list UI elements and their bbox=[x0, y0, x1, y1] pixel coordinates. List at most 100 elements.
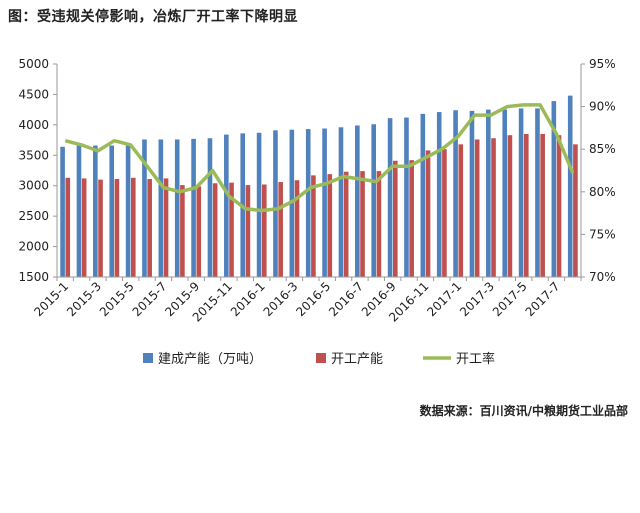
capacity-bar bbox=[224, 134, 229, 277]
chart-title: 图：受违规关停影响，冶炼厂开工率下降明显 bbox=[8, 9, 298, 25]
operating-bar bbox=[114, 179, 120, 277]
x-tick-label: 2017-1 bbox=[424, 279, 464, 319]
operating-bar bbox=[343, 171, 349, 277]
capacity-bar bbox=[420, 113, 426, 277]
operating-bar bbox=[540, 133, 545, 277]
capacity-bar bbox=[551, 101, 557, 277]
operating-bar bbox=[294, 180, 300, 277]
operating-bar bbox=[376, 171, 382, 277]
capacity-bar bbox=[567, 95, 573, 277]
capacity-bar bbox=[453, 110, 458, 277]
legend-swatch bbox=[143, 353, 153, 363]
capacity-bar bbox=[387, 118, 393, 277]
operating-bar bbox=[392, 160, 398, 277]
y-left-tick-label: 4500 bbox=[18, 87, 49, 101]
y-left-tick-label: 3000 bbox=[18, 179, 49, 193]
x-tick-label: 2017-3 bbox=[457, 279, 497, 319]
y-right-tick-label: 80% bbox=[589, 185, 616, 199]
x-tick-label: 2015-7 bbox=[130, 279, 170, 319]
operating-bar bbox=[212, 183, 218, 277]
source-note: 数据来源：百川资讯/中粮期货工业品部 bbox=[419, 404, 628, 418]
y-left-tick-label: 1500 bbox=[18, 270, 49, 284]
legend-item: 建成产能（万吨） bbox=[143, 352, 262, 367]
operating-bar bbox=[180, 185, 185, 277]
operating-bar bbox=[507, 135, 513, 277]
y-left-tick-label: 2000 bbox=[18, 240, 49, 254]
capacity-bar bbox=[60, 146, 65, 277]
operating-bar bbox=[147, 179, 152, 277]
operating-bar bbox=[278, 182, 283, 277]
operating-bar bbox=[163, 178, 169, 277]
x-tick-label: 2016-7 bbox=[326, 279, 366, 319]
x-tick-label: 2017-7 bbox=[523, 279, 563, 319]
capacity-bar bbox=[371, 124, 377, 278]
capacity-bar bbox=[174, 139, 180, 277]
y-right-tick-label: 85% bbox=[589, 142, 616, 156]
legend-swatch bbox=[316, 353, 326, 363]
y-right-tick-label: 90% bbox=[589, 100, 616, 114]
operating-bar bbox=[442, 149, 447, 277]
operating-bar bbox=[425, 150, 431, 277]
y-left-tick-label: 4000 bbox=[18, 118, 49, 132]
x-tick-label: 2015-5 bbox=[97, 279, 137, 319]
operating-bar bbox=[261, 184, 267, 277]
operating-bar bbox=[229, 182, 234, 277]
x-tick-label: 2016-1 bbox=[228, 279, 268, 319]
y-left-tick-label: 5000 bbox=[18, 57, 49, 71]
legend-label: 开工产能 bbox=[331, 352, 383, 367]
x-tick-label: 2015-1 bbox=[31, 279, 71, 319]
capacity-bar bbox=[469, 110, 475, 277]
operating-bar bbox=[98, 179, 103, 277]
capacity-bar bbox=[109, 145, 115, 277]
capacity-bar bbox=[355, 125, 360, 277]
legend-label: 开工率 bbox=[456, 351, 495, 367]
capacity-bar bbox=[207, 138, 213, 277]
operating-bar bbox=[458, 144, 464, 277]
capacity-bar bbox=[535, 108, 540, 277]
x-tick-label: 2016-3 bbox=[261, 279, 301, 319]
operating-bar bbox=[130, 177, 136, 277]
capacity-bar bbox=[93, 145, 98, 277]
operating-bar bbox=[327, 174, 333, 277]
legend: 建成产能（万吨） 开工产能 开工率 bbox=[143, 351, 495, 367]
capacity-bar bbox=[158, 139, 164, 277]
x-tick-label: 2015-3 bbox=[64, 279, 104, 319]
capacity-bar bbox=[518, 108, 524, 277]
capacity-bar bbox=[256, 132, 262, 277]
rate-line-layer bbox=[64, 103, 575, 213]
y-right-tick-label: 95% bbox=[589, 57, 616, 71]
capacity-bar bbox=[76, 145, 82, 277]
y-left-tick-label: 3500 bbox=[18, 148, 49, 162]
capacity-bar bbox=[125, 145, 131, 277]
operating-bar bbox=[523, 133, 529, 277]
capacity-bar bbox=[486, 109, 491, 278]
operating-bar bbox=[311, 175, 316, 277]
legend-item: 开工率 bbox=[423, 351, 495, 367]
y-left-tick-label: 2500 bbox=[18, 209, 49, 223]
capacity-bar bbox=[322, 128, 327, 277]
rate-line bbox=[64, 103, 575, 213]
capacity-bar bbox=[191, 138, 196, 277]
legend-item: 开工产能 bbox=[316, 352, 383, 367]
x-tick-label: 2017-5 bbox=[490, 279, 530, 319]
capacity-bar bbox=[305, 129, 311, 277]
capacity-bar bbox=[338, 127, 344, 277]
operating-bar bbox=[573, 144, 578, 277]
y-right-tick-label: 75% bbox=[589, 227, 616, 241]
operating-bar bbox=[360, 171, 365, 277]
capacity-bar bbox=[502, 109, 508, 278]
x-tick-label: 2016-5 bbox=[293, 279, 333, 319]
operating-bar bbox=[65, 177, 71, 277]
operating-bar bbox=[474, 139, 480, 277]
capacity-bar bbox=[436, 112, 442, 277]
y-right-tick-label: 70% bbox=[589, 270, 616, 284]
legend-label: 建成产能（万吨） bbox=[158, 352, 262, 367]
operating-bar bbox=[196, 186, 202, 277]
capacity-bar bbox=[404, 117, 409, 277]
operating-bar bbox=[491, 138, 496, 277]
operating-bar bbox=[409, 160, 414, 277]
capacity-bar bbox=[273, 130, 278, 277]
operating-bar bbox=[556, 135, 562, 277]
operating-bar bbox=[245, 185, 251, 277]
capacity-bar bbox=[142, 139, 147, 277]
